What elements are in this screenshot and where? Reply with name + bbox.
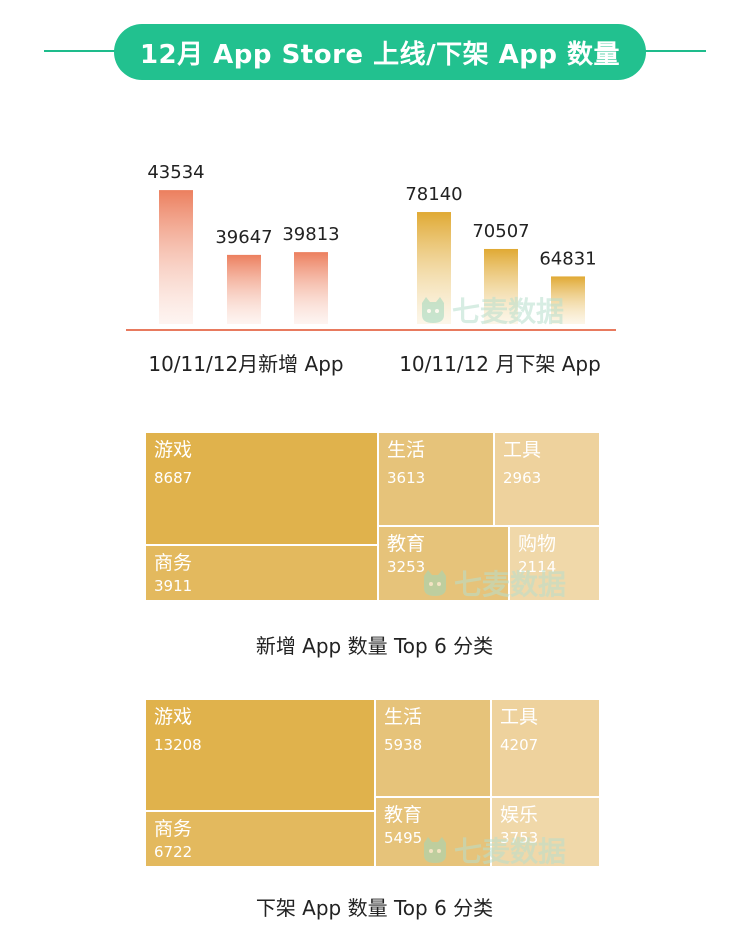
removed-apps-caption: 10/11/12 月下架 App xyxy=(399,352,601,376)
tile-label: 生活 xyxy=(387,439,426,461)
page-title-text: 12月 App Store 上线/下架 App 数量 xyxy=(139,39,621,70)
tile-shopping-new: 购物 2114 xyxy=(510,527,599,600)
treemap-removed-apps: 游戏 13208 商务 6722 生活 5938 工具 4207 教育 5495… xyxy=(146,700,599,866)
bar-removed-1 xyxy=(417,212,451,324)
tile-value: 5495 xyxy=(384,829,423,847)
bar-value-label-new-3: 39813 xyxy=(282,224,339,245)
tile-education-removed: 教育 5495 xyxy=(376,798,490,866)
treemap-new-caption: 新增 App 数量 Top 6 分类 xyxy=(255,634,494,658)
tile-value: 13208 xyxy=(154,736,202,754)
tile-value: 3753 xyxy=(500,829,539,847)
tile-label: 娱乐 xyxy=(500,804,539,826)
treemap-new-apps: 游戏 8687 商务 3911 生活 3613 工具 2963 教育 3253 … xyxy=(146,433,599,600)
tile-label: 游戏 xyxy=(154,439,193,461)
bar-value-label-new-2: 39647 xyxy=(215,227,272,248)
tile-label: 游戏 xyxy=(154,706,193,728)
tile-business-removed: 商务 6722 xyxy=(146,812,374,866)
tile-education-new: 教育 3253 xyxy=(379,527,508,600)
tile-value: 8687 xyxy=(154,469,193,487)
tile-label: 购物 xyxy=(518,533,557,555)
tile-game-new: 游戏 8687 xyxy=(146,433,377,544)
tile-life-new: 生活 3613 xyxy=(379,433,493,525)
tile-entertainment-removed: 娱乐 3753 xyxy=(492,798,599,866)
tile-label: 生活 xyxy=(384,706,423,728)
title-line-right xyxy=(640,50,706,52)
tile-label: 工具 xyxy=(500,706,539,728)
tile-label: 商务 xyxy=(154,552,193,574)
treemap-removed-caption: 下架 App 数量 Top 6 分类 xyxy=(255,896,494,920)
page-title: 12月 App Store 上线/下架 App 数量 xyxy=(114,24,646,80)
bar-new-1 xyxy=(159,190,193,324)
bar-value-label-removed-2: 70507 xyxy=(472,221,529,242)
bar-charts: 43534 39647 39813 78140 70507 64831 10/11/12月… xyxy=(126,162,616,376)
tile-tools-new: 工具 2963 xyxy=(495,433,599,525)
tile-game-removed: 游戏 13208 xyxy=(146,700,374,810)
tile-value: 2963 xyxy=(503,469,542,487)
tile-business-new: 商务 3911 xyxy=(146,546,377,600)
tile-value: 3253 xyxy=(387,558,426,576)
tile-value: 3613 xyxy=(387,469,426,487)
bar-new-2 xyxy=(227,254,261,324)
bar-new-3 xyxy=(294,252,328,324)
new-apps-caption: 10/11/12月新增 App xyxy=(148,352,343,376)
tile-life-removed: 生活 5938 xyxy=(376,700,490,796)
tile-label: 教育 xyxy=(387,533,426,555)
bar-removed-3 xyxy=(551,276,585,324)
tile-label: 商务 xyxy=(154,818,193,840)
tile-value: 6722 xyxy=(154,843,193,861)
tile-label: 教育 xyxy=(384,804,423,826)
title-line-left xyxy=(44,50,124,52)
tile-value: 5938 xyxy=(384,736,423,754)
tile-value: 4207 xyxy=(500,736,539,754)
tile-value: 3911 xyxy=(154,577,193,595)
tile-value: 2114 xyxy=(518,558,557,576)
tile-label: 工具 xyxy=(503,439,542,461)
bar-removed-2 xyxy=(484,248,518,324)
bar-value-label-removed-3: 64831 xyxy=(539,248,596,269)
bar-value-label-removed-1: 78140 xyxy=(405,184,462,205)
bar-value-label-new-1: 43534 xyxy=(147,162,204,183)
tile-tools-removed: 工具 4207 xyxy=(492,700,599,796)
